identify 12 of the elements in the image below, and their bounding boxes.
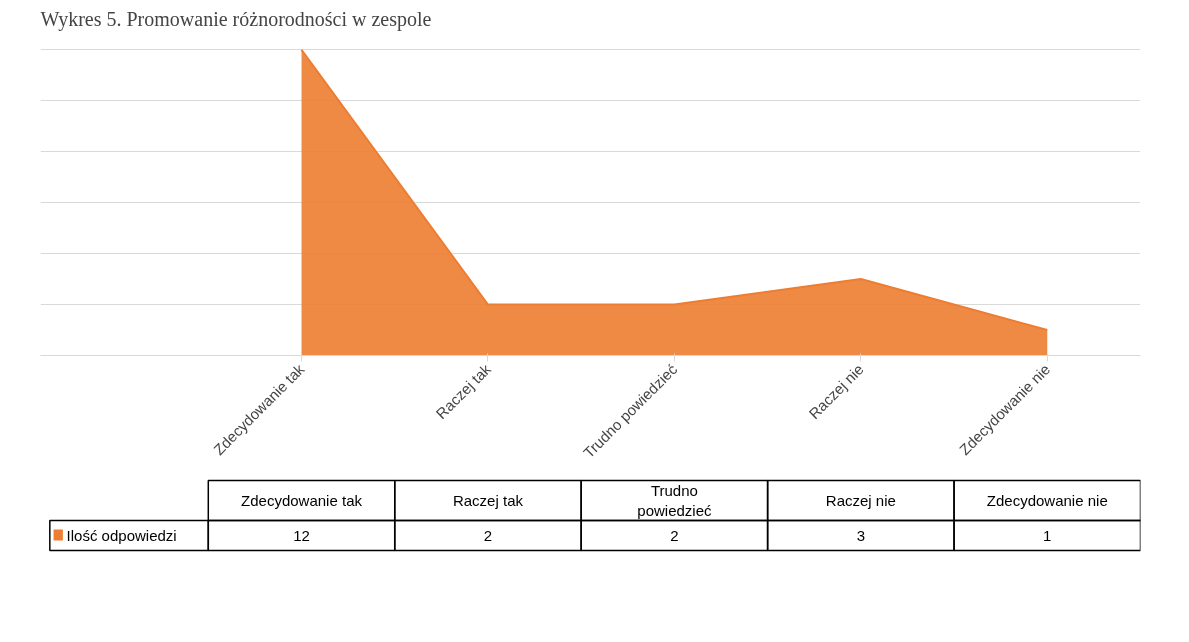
category-label: Zdecydowanie tak xyxy=(241,492,362,509)
data-label: 3 xyxy=(856,526,866,544)
category-label: Raczej tak xyxy=(452,492,523,509)
data-label: 12 xyxy=(293,526,310,544)
data-label: 2 xyxy=(483,526,493,544)
category-label: Zdecydowanie nie xyxy=(986,492,1108,509)
category-label: Trudno powiedzieć xyxy=(637,481,712,520)
chart-title: Wykres 5. Promowanie różnorodności w zespole xyxy=(40,7,432,31)
category-label: Raczej nie xyxy=(825,492,896,509)
legend-label: Ilość odpowiedzi xyxy=(66,527,177,544)
data-label: 1 xyxy=(1043,526,1052,544)
data-label: 2 xyxy=(670,526,679,544)
